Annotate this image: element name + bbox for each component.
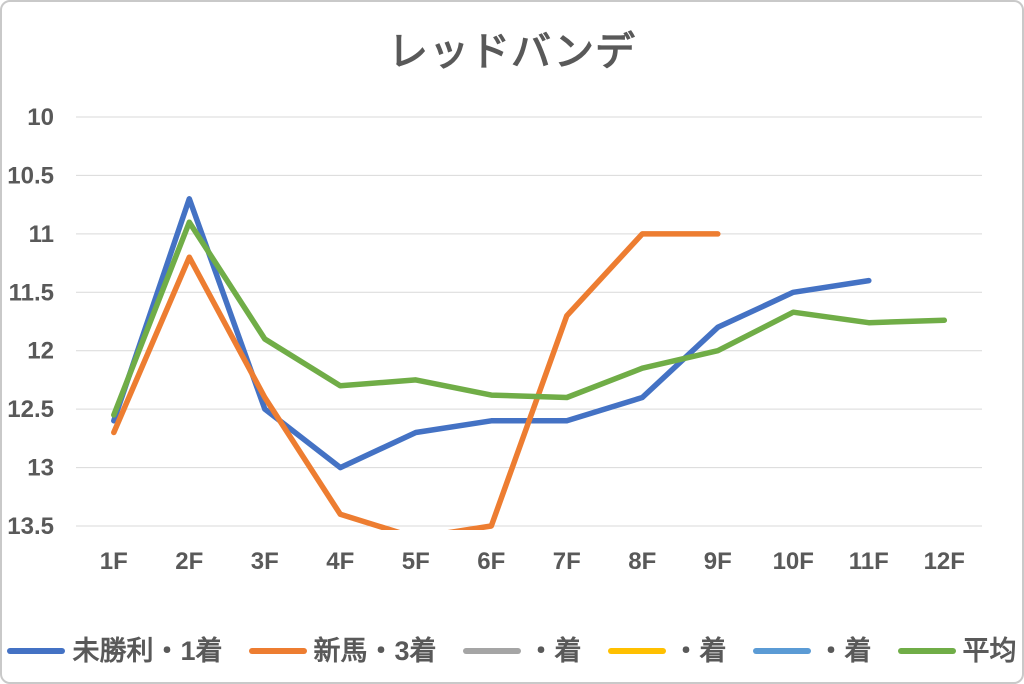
- legend-item-2: ・着: [462, 635, 582, 666]
- x-axis-label: 11F: [849, 548, 889, 575]
- legend-label: ・着: [527, 635, 582, 666]
- legend: 未勝利・1着 新馬・3着 ・着 ・着 ・着 平均: [2, 631, 1022, 671]
- legend-label: ・着: [672, 635, 727, 666]
- x-axis-label: 5F: [402, 548, 430, 575]
- series-line-1: [111, 231, 721, 530]
- series-line-0: [111, 196, 872, 471]
- legend-line-sample: [7, 648, 66, 654]
- y-axis-label: 13: [27, 455, 54, 482]
- legend-label: 未勝利・1着: [72, 635, 223, 666]
- y-axis-label: 13.5: [7, 513, 54, 540]
- legend-line-sample: [248, 648, 307, 654]
- x-axis-label: 2F: [175, 548, 203, 575]
- y-axis-label: 10.5: [7, 162, 54, 189]
- legend-line-sample: [462, 648, 521, 654]
- x-axis-label: 4F: [326, 548, 354, 575]
- legend-item-3: ・着: [607, 635, 727, 666]
- y-axis-label: 10: [27, 104, 54, 131]
- y-axis-label: 11: [29, 221, 54, 248]
- x-axis-label: 7F: [553, 548, 581, 575]
- x-axis-label: 1F: [100, 548, 128, 575]
- y-axis-label: 11.5: [9, 279, 54, 306]
- series-line-5: [111, 219, 948, 418]
- legend-item-1: 新馬・3着: [248, 635, 437, 666]
- y-axis-label: 12: [27, 338, 54, 365]
- legend-item-0: 未勝利・1着: [7, 635, 223, 666]
- x-axis-label: 3F: [251, 548, 279, 575]
- legend-label: 新馬・3着: [313, 635, 437, 666]
- x-axis-label: 10F: [773, 548, 814, 575]
- x-axis-label: 6F: [477, 548, 505, 575]
- legend-line-sample: [752, 648, 811, 654]
- legend-label: ・着: [817, 635, 872, 666]
- legend-line-sample: [607, 648, 666, 654]
- x-axis-label: 8F: [628, 548, 656, 575]
- y-axis-label: 12.5: [7, 396, 54, 423]
- x-axis-label: 12F: [924, 548, 965, 575]
- chart-title: レッドバンデ: [388, 30, 636, 74]
- legend-item-5: 平均: [897, 635, 1017, 666]
- legend-label: 平均: [962, 635, 1017, 666]
- legend-line-sample: [897, 648, 956, 654]
- legend-item-4: ・着: [752, 635, 872, 666]
- x-axis-label: 9F: [704, 548, 732, 575]
